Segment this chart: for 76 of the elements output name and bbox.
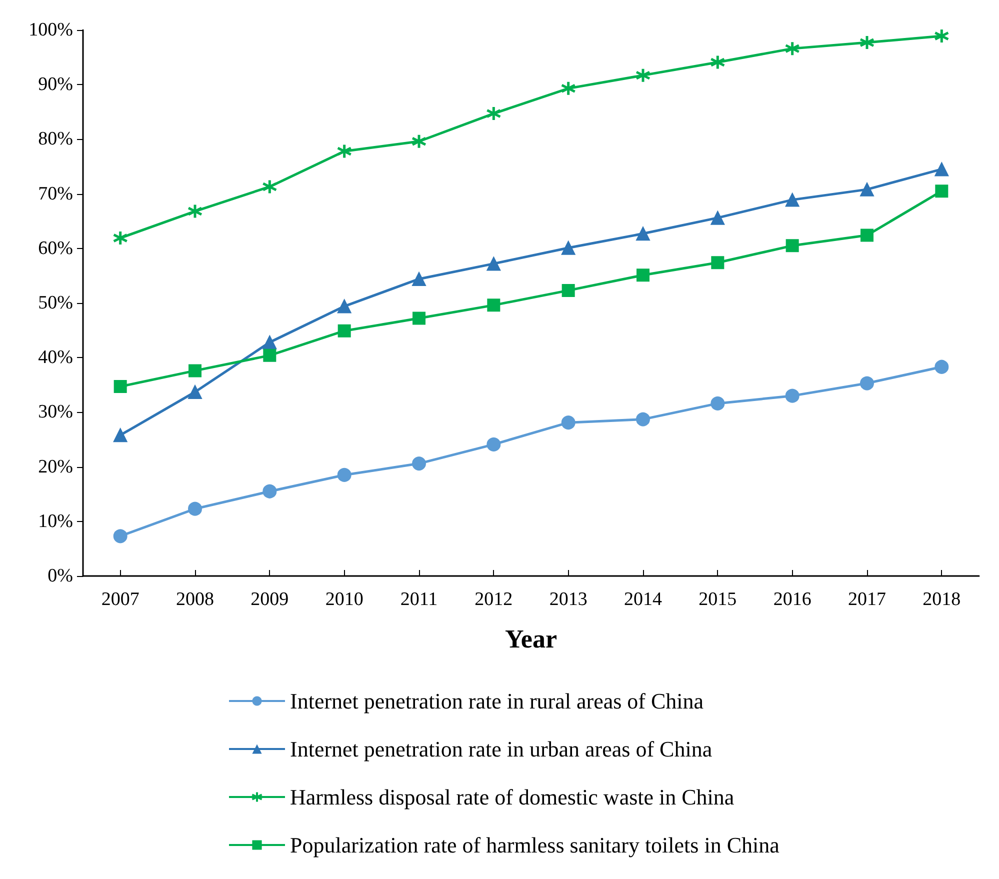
point [338, 324, 351, 338]
y-tick-label: 50% [38, 292, 74, 314]
y-tick-label: 90% [38, 74, 74, 96]
point [412, 456, 426, 471]
point [560, 80, 576, 96]
x-tick-label: 2013 [549, 589, 588, 610]
point [487, 298, 500, 312]
point [710, 396, 725, 410]
point [486, 106, 502, 122]
point [412, 272, 426, 286]
point [786, 239, 799, 252]
point [262, 178, 278, 194]
point [263, 348, 276, 362]
y-tick-label: 100% [28, 20, 74, 40]
y-tick-label: 0% [48, 566, 74, 586]
point [935, 184, 948, 198]
point [486, 437, 501, 452]
point [412, 312, 426, 325]
point [561, 240, 576, 255]
point [486, 256, 501, 271]
x-tick-label: 2015 [698, 589, 737, 610]
point [113, 529, 128, 544]
x-tick-label: 2010 [325, 589, 364, 610]
x-tick-label: 2008 [176, 589, 214, 610]
point [262, 335, 277, 350]
x-tick-label: 2018 [922, 589, 961, 610]
point [187, 204, 203, 220]
x-tick-label: 2012 [474, 589, 513, 610]
point [188, 502, 202, 516]
point [262, 484, 277, 498]
legend-label: Popularization rate of harmless sanitary toilets in China [290, 832, 780, 858]
x-tick-label: 2016 [773, 589, 812, 610]
point [636, 226, 650, 241]
point [636, 412, 650, 426]
point [113, 428, 128, 442]
x-tick-label: 2011 [400, 589, 438, 610]
point [784, 40, 800, 56]
y-tick-label: 60% [38, 238, 74, 259]
point [934, 162, 949, 176]
legend-label: Harmless disposal rate of domestic waste in China [290, 784, 734, 810]
legend-label: Internet penetration rate in rural areas of China [290, 688, 704, 714]
point [934, 28, 950, 44]
point [710, 54, 726, 70]
point [112, 230, 128, 246]
point [561, 416, 576, 430]
point [114, 380, 127, 394]
x-axis-title: Year [505, 624, 557, 654]
y-tick-label: 70% [38, 183, 74, 204]
point [411, 134, 427, 150]
point [710, 210, 725, 225]
x-tick-label: 2009 [250, 589, 289, 610]
y-tick-label: 40% [38, 347, 74, 368]
point [711, 256, 724, 270]
point [336, 143, 352, 159]
y-tick-label: 10% [38, 510, 74, 532]
point [337, 299, 352, 314]
point [562, 284, 575, 297]
x-tick-label: 2017 [848, 589, 886, 610]
legend-label: Internet penetration rate in urban areas of China [290, 736, 712, 762]
point [337, 468, 352, 482]
x-tick-label: 2014 [624, 589, 662, 610]
point [785, 388, 800, 403]
point [636, 268, 650, 282]
y-tick-label: 30% [38, 402, 74, 423]
point [785, 192, 800, 207]
point [635, 68, 651, 84]
point [860, 182, 874, 196]
point [934, 360, 949, 374]
point [188, 385, 202, 399]
point [860, 228, 874, 242]
point [859, 34, 875, 50]
y-tick-label: 20% [38, 456, 74, 478]
y-tick-label: 80% [38, 128, 74, 150]
point [860, 376, 874, 390]
x-tick-label: 2007 [101, 589, 140, 610]
point [188, 364, 202, 378]
